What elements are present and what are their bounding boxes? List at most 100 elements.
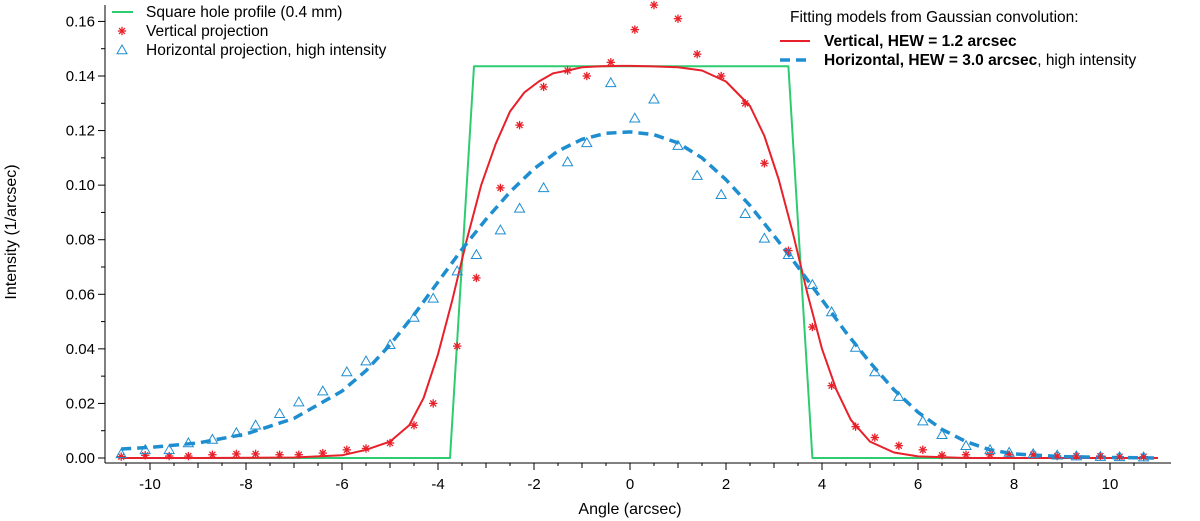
horizontal_points-point (494, 224, 507, 235)
legend-left: Square hole profile (0.4 mm) Vertical pro… (112, 4, 387, 59)
vertical_points-point (563, 66, 572, 75)
horizontal_points-point (1113, 450, 1126, 462)
vertical_points-point (117, 452, 126, 461)
legend-title: Fitting models from Gaussian convolution… (790, 9, 1079, 26)
horizontal_points-point (115, 447, 128, 459)
horizontal_points-point (139, 443, 152, 455)
legend-label: Vertical projection (146, 23, 268, 40)
vertical_points-point (717, 71, 726, 81)
horizontal_points-point (672, 139, 684, 150)
x-tick-label: 0 (626, 476, 634, 493)
vertical_points-point (141, 451, 150, 460)
horizontal_points-point (936, 428, 948, 440)
y-tick-label: 0.02 (66, 395, 95, 412)
legend-entry-vertical_fit: Vertical, HEW = 1.2 arcsec (780, 33, 1017, 50)
horizontal_points-point (984, 443, 996, 455)
legend-right: Fitting models from Gaussian convolution… (780, 9, 1137, 69)
horizontal_points-point (163, 443, 176, 455)
vertical_points-point (649, 0, 659, 10)
y-tick-label: 0.04 (66, 341, 95, 358)
horizontal_points-point (691, 169, 704, 180)
vertical_points-point (515, 120, 524, 130)
horizontal_points-point (825, 306, 838, 317)
y-axis-label: Intensity (1/arcsec) (3, 164, 20, 299)
vertical_points-point (985, 450, 995, 459)
horizontal_points-point (427, 292, 440, 303)
vertical_points-point (937, 451, 947, 460)
horizontal_points-point (292, 396, 305, 407)
horizontal_points-point (1070, 450, 1083, 461)
y-tick-label: 0.10 (66, 177, 95, 194)
vertical_points-point (318, 448, 327, 458)
series-square (121, 65, 1158, 459)
vertical_points-point (251, 449, 260, 459)
horizontal_points-point (806, 278, 819, 289)
x-tick-label: 10 (1102, 476, 1119, 493)
series-vertical_fit (121, 64, 1158, 459)
legend-entry-vertical_points: Vertical projection (117, 23, 268, 40)
horizontal_points-point (916, 415, 929, 426)
horizontal_points-point (230, 426, 243, 438)
vertical_points-point (760, 159, 769, 168)
horizontal_points-point (1051, 449, 1064, 460)
horizontal_points-point (758, 232, 771, 243)
legend-label: Horizontal, HEW = 3.0 arcsec, high inten… (824, 52, 1137, 69)
horizontal_points-point (249, 419, 262, 430)
horizontal_points-point (451, 265, 464, 276)
vertical_points-point (453, 341, 462, 351)
x-tick-label: -4 (431, 476, 444, 493)
horizontal_points-point (340, 366, 353, 377)
horizontal_points-point (782, 248, 795, 259)
x-tick-label: 4 (818, 476, 826, 493)
horizontal_points-point (513, 202, 526, 213)
vertical_points-point (472, 273, 481, 283)
vertical_points-point (294, 450, 303, 459)
vertical_points-point (496, 183, 505, 193)
axes: -10 -8 -6 -4 -2 0 2 4 6 8 10 0.00 0.02 0.04 0.06 0.08 0.… (66, 5, 1171, 493)
x-tick-label: -2 (527, 476, 540, 493)
horizontal_points-point (1003, 446, 1016, 457)
horizontal_points-point (1094, 450, 1107, 461)
vertical_points-point (808, 322, 817, 332)
horizontal_points-point (604, 76, 617, 88)
horizontal_points-point (182, 436, 195, 448)
vertical_points-point (208, 450, 217, 459)
horizontal_points-point (561, 155, 574, 167)
series-horizontal_points (115, 76, 1150, 462)
x-tick-label: -10 (139, 476, 161, 493)
horizontal_points-point (628, 112, 641, 123)
horizontal_points-point (868, 366, 881, 377)
x-tick-label: -8 (239, 476, 252, 493)
horizontal_points-point (580, 136, 593, 148)
series-layer (115, 0, 1159, 462)
legend-swatch (117, 26, 127, 36)
series-horizontal_fit (121, 130, 1159, 460)
y-tick-label: 0.12 (66, 123, 95, 140)
vertical_points-point (918, 445, 927, 455)
horizontal_points-point (470, 248, 483, 259)
vertical_points-point (741, 99, 750, 108)
vertical_points-point (606, 58, 615, 67)
vertical_points-point (429, 399, 438, 408)
horizontal_points-point (1137, 451, 1150, 462)
legend-label: Square hole profile (0.4 mm) (146, 4, 342, 21)
horizontal_points-point (316, 385, 329, 396)
y-tick-label: 0.06 (66, 286, 95, 303)
horizontal_points-point (537, 181, 550, 193)
x-tick-label: 2 (722, 476, 730, 493)
y-tick-label: 0.08 (66, 232, 95, 249)
horizontal_points-point (273, 407, 286, 419)
horizontal_points-point (360, 355, 372, 366)
vertical_points-point (673, 14, 683, 23)
vertical_points-point (851, 422, 860, 431)
legend-entry-horizontal_points: Horizontal projection, high intensity (116, 42, 387, 59)
vertical_points-point (630, 25, 639, 34)
x-tick-label: 8 (1010, 476, 1018, 493)
horizontal_points-point (715, 188, 728, 199)
horizontal_points-point (1027, 447, 1040, 459)
series-vertical_points (117, 0, 1148, 461)
vertical_points-point (539, 82, 548, 92)
vertical_points-point (582, 71, 591, 81)
horizontal_points-point (408, 311, 420, 322)
